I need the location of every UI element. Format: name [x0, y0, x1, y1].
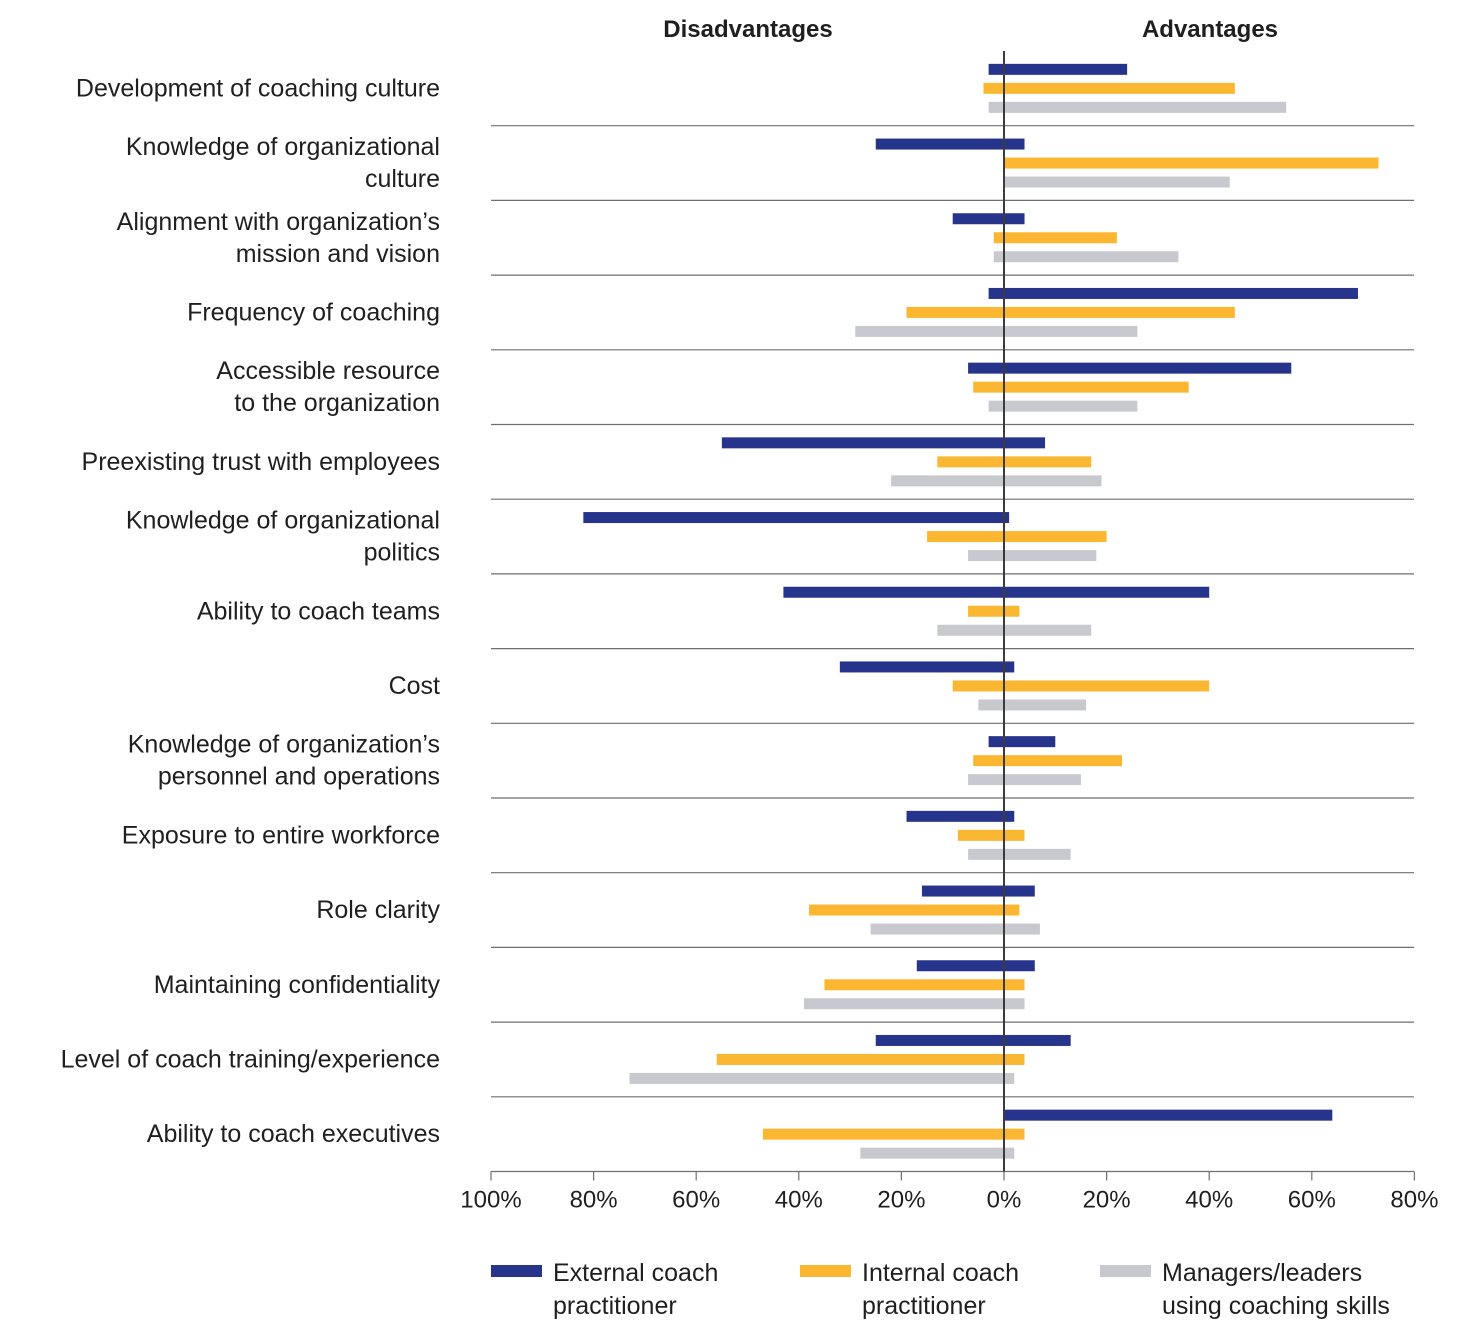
bar: [809, 904, 1020, 916]
category-label: to the organization: [234, 389, 440, 417]
bar: [927, 531, 1107, 543]
bar: [978, 699, 1087, 711]
bar: [993, 232, 1117, 244]
bar: [952, 680, 1210, 692]
bar: [968, 774, 1081, 786]
category-label: Development of coaching culture: [76, 74, 440, 102]
category-label: Level of coach training/experience: [61, 1045, 440, 1073]
bar: [937, 624, 1092, 636]
legend-swatch: [800, 1265, 851, 1277]
bar: [870, 923, 1040, 935]
bar: [957, 829, 1025, 841]
bar: [891, 475, 1102, 487]
category-label: Exposure to entire workforce: [122, 821, 440, 849]
bars: [583, 63, 1379, 1159]
x-tick-label: 20%: [1083, 1187, 1131, 1214]
bar: [916, 960, 1035, 972]
x-tick-label: 0%: [987, 1187, 1022, 1214]
category-label: culture: [365, 165, 440, 193]
bar: [906, 810, 1015, 822]
bar: [968, 550, 1097, 562]
category-label: Role clarity: [316, 896, 440, 924]
x-tick-label: 60%: [1288, 1187, 1336, 1214]
legend-label: using coaching skills: [1162, 1292, 1390, 1320]
bar: [983, 82, 1235, 94]
bar: [762, 1128, 1025, 1140]
bar: [937, 456, 1092, 468]
bar: [721, 437, 1046, 449]
category-label: Maintaining confidentiality: [154, 971, 441, 999]
bar: [968, 362, 1292, 374]
x-tick-label: 100%: [460, 1187, 521, 1214]
legend-label: External coach: [553, 1259, 718, 1287]
legend-swatch: [491, 1265, 542, 1277]
x-tick-label: 20%: [877, 1187, 925, 1214]
bar: [583, 512, 1010, 524]
category-label: Frequency of coaching: [187, 298, 440, 326]
bar: [973, 755, 1122, 767]
category-label: Ability to coach executives: [147, 1120, 440, 1148]
bar: [860, 1147, 1015, 1159]
category-label: Preexisting trust with employees: [82, 448, 440, 476]
x-tick-label: 80%: [570, 1187, 618, 1214]
bar: [839, 661, 1015, 673]
bar: [973, 381, 1189, 393]
bar: [993, 251, 1179, 263]
bar: [988, 400, 1138, 412]
legend-label: practitioner: [553, 1292, 677, 1320]
x-tick-label: 40%: [1185, 1187, 1233, 1214]
bar: [875, 1034, 1071, 1046]
legend-swatch: [1100, 1265, 1151, 1277]
bar: [824, 979, 1025, 991]
bar: [906, 306, 1235, 318]
category-label: Knowledge of organizational: [126, 507, 440, 535]
bar: [988, 287, 1358, 299]
bar: [629, 1072, 1015, 1084]
bar: [921, 885, 1035, 897]
bar: [952, 213, 1025, 225]
legend: External coach practitioner Internal coach…: [491, 1259, 1390, 1320]
bar: [988, 736, 1056, 748]
bar: [855, 325, 1138, 337]
x-tick-label: 60%: [672, 1187, 720, 1214]
legend-label: practitioner: [862, 1292, 986, 1320]
x-tick-label: 40%: [775, 1187, 823, 1214]
bar: [783, 586, 1210, 598]
bar: [803, 998, 1025, 1010]
category-label: Alignment with organization’s: [117, 208, 440, 236]
category-label: Knowledge of organizational: [126, 133, 440, 161]
category-label: Ability to coach teams: [197, 597, 440, 625]
category-label: Cost: [389, 672, 440, 700]
bar: [1004, 176, 1230, 188]
bar: [1004, 157, 1379, 169]
category-label: politics: [364, 539, 440, 567]
bar: [1004, 1109, 1333, 1121]
legend-label: Managers/leaders: [1162, 1259, 1362, 1287]
header-disadvantages: Disadvantages: [663, 16, 832, 43]
bar: [968, 848, 1071, 860]
category-separators: [491, 125, 1414, 1098]
category-label: Accessible resource: [216, 357, 440, 385]
category-labels: Development of coaching culture Knowledge…: [61, 74, 441, 1148]
bar: [875, 138, 1025, 150]
category-label: personnel and operations: [158, 763, 440, 791]
bar: [968, 605, 1020, 617]
category-label: mission and vision: [236, 240, 440, 268]
bar: [988, 101, 1287, 113]
x-tick-label: 80%: [1390, 1187, 1438, 1214]
bar: [988, 63, 1128, 75]
x-axis: 100% 80% 60% 40% 20% 0% 20% 40% 60% 80%: [460, 51, 1438, 1214]
bar: [716, 1053, 1025, 1065]
legend-label: Internal coach: [862, 1259, 1019, 1287]
header-advantages: Advantages: [1142, 16, 1278, 43]
category-label: Knowledge of organization’s: [128, 731, 440, 759]
